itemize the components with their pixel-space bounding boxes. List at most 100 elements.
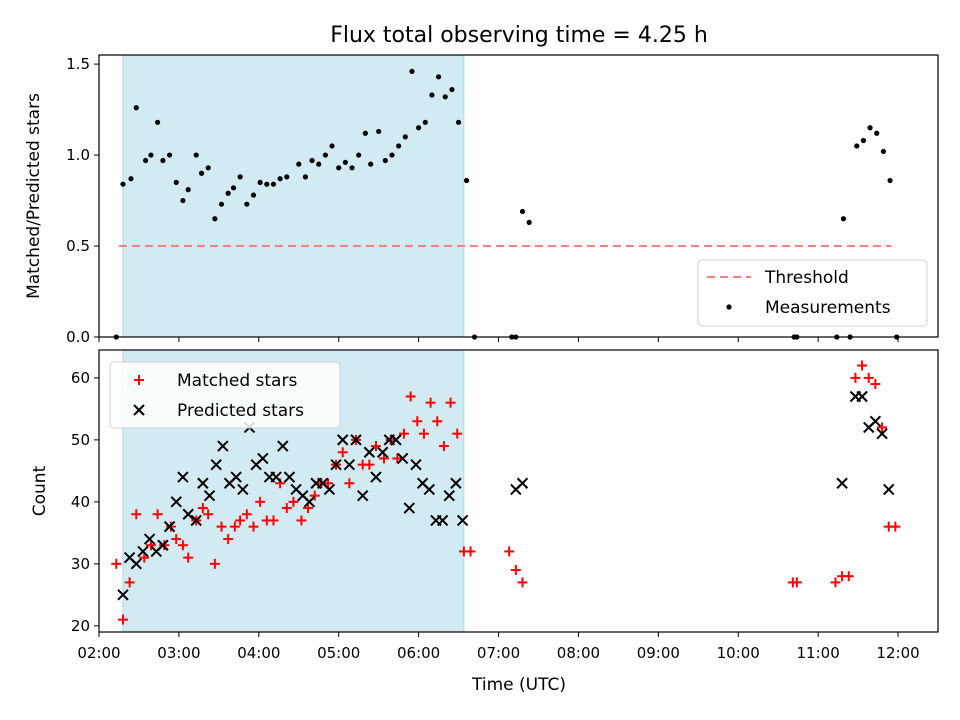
measurement-point — [874, 130, 880, 136]
matched-star-point — [337, 447, 348, 458]
predicted-star-point — [356, 489, 369, 502]
measurement-point — [237, 174, 243, 180]
predicted-star-point — [330, 458, 342, 471]
measurement-point — [316, 161, 322, 167]
measurement-point — [257, 179, 263, 185]
predicted-star-point — [516, 477, 529, 489]
cross-b — [257, 452, 269, 465]
matched-star-point — [296, 515, 307, 526]
cross-b — [343, 458, 356, 471]
predicted-star-point — [390, 434, 402, 446]
legend-matched-swatch — [134, 375, 144, 385]
predicted-star-point — [869, 415, 882, 427]
matched-star-point — [241, 509, 252, 520]
count-x-axis-ticks: 02:00 03:00 04:00 05:00 06:00 07:00 08:00 09:00… — [77, 632, 920, 662]
measurement-point — [143, 157, 149, 164]
cross-b — [163, 520, 176, 533]
cross-b — [456, 514, 469, 527]
measurement-point — [442, 94, 448, 100]
cross-b — [363, 446, 376, 458]
x-tick-label: 10:00 — [717, 644, 760, 662]
matched-star-point — [791, 577, 802, 588]
cross-b — [423, 483, 435, 496]
predicted-star-point — [237, 483, 249, 496]
cross-b — [436, 514, 449, 527]
cross-b — [350, 434, 362, 446]
count-panel: 20 30 40 50 60 02:00 03:00 04:00 05:00 06:00 07:0… — [30, 349, 939, 695]
matched-star-point — [863, 372, 874, 383]
measurement-point — [455, 119, 462, 125]
measurement-point — [225, 190, 231, 196]
matched-star-point — [877, 422, 888, 433]
matched-star-point — [111, 558, 122, 569]
predicted-star-point — [876, 427, 888, 440]
matched-star-point — [223, 534, 234, 545]
measurement-point — [250, 192, 257, 198]
matched-star-point — [203, 509, 214, 520]
cross-b — [297, 489, 309, 502]
x-tick-label: 09:00 — [637, 644, 680, 662]
observing-window-span — [122, 54, 465, 338]
predicted-star-point — [283, 471, 296, 483]
count-y-tick-label: 30 — [71, 555, 90, 573]
measurement-point — [309, 157, 315, 164]
x-tick-label: 06:00 — [397, 644, 440, 662]
predicted-star-point — [343, 458, 356, 471]
matched-star-point — [418, 428, 429, 439]
ratio-legend: Threshold Measurements — [697, 259, 928, 327]
matched-star-point — [124, 577, 135, 588]
cross-b — [376, 446, 389, 458]
cross-b — [403, 502, 416, 514]
cross-b — [143, 533, 156, 545]
measurement-point — [198, 170, 205, 176]
predicted-star-point — [350, 434, 362, 446]
cross-b — [277, 440, 289, 452]
measurement-point — [329, 143, 335, 149]
matched-star-point — [183, 552, 194, 563]
predicted-star-point — [456, 514, 469, 527]
matched-star-point — [445, 397, 456, 408]
cross-b — [390, 434, 402, 446]
matched-star-point — [139, 552, 150, 563]
matched-star-point — [432, 416, 443, 427]
legend-matched-label: Matched stars — [177, 371, 297, 391]
cross-b — [123, 551, 136, 564]
measurement-point — [296, 161, 302, 167]
ratio-y-tick-label: 1.0 — [66, 146, 90, 164]
matched-star-point — [131, 509, 142, 520]
matched-star-point — [405, 391, 416, 402]
matched-star-point — [255, 496, 266, 507]
predicted-star-point — [210, 458, 222, 471]
ratio-y-axis-label: Matched/Predicted stars — [24, 93, 44, 299]
matched-star-point — [371, 441, 382, 452]
count-legend-box — [109, 361, 341, 429]
measurement-point — [128, 176, 134, 182]
cross-b — [237, 483, 249, 496]
x-tick-label: 03:00 — [157, 644, 200, 662]
predicted-star-point — [277, 440, 289, 452]
matched-star-point — [465, 546, 476, 557]
ratio-panel: 0.0 0.5 1.0 1.5 Matched/Predicted stars Thr… — [24, 54, 939, 346]
matched-star-point — [323, 478, 334, 489]
predicted-star-point — [856, 390, 868, 403]
measurement-point — [230, 185, 237, 191]
measurement-point — [154, 119, 161, 125]
measurement-point — [389, 152, 395, 158]
predicted-star-point — [403, 502, 416, 514]
measurement-point — [322, 152, 328, 158]
count-y-tick-label: 50 — [71, 431, 90, 449]
measurement-point — [302, 174, 309, 180]
count-legend: Matched stars Predicted stars — [109, 361, 341, 429]
x-tick-label: 05:00 — [317, 644, 360, 662]
ratio-y-tick-label: 0.0 — [66, 328, 90, 346]
matched-star-point — [830, 577, 841, 588]
cross-b — [290, 483, 302, 496]
matched-star-point — [392, 453, 403, 464]
cross-b — [410, 458, 422, 471]
matched-star-point — [364, 459, 375, 470]
measurement-point — [362, 130, 368, 136]
measurement-point — [193, 152, 199, 158]
measurement-point — [244, 201, 250, 207]
measurement-point — [402, 134, 408, 140]
measurement-point — [212, 216, 218, 222]
